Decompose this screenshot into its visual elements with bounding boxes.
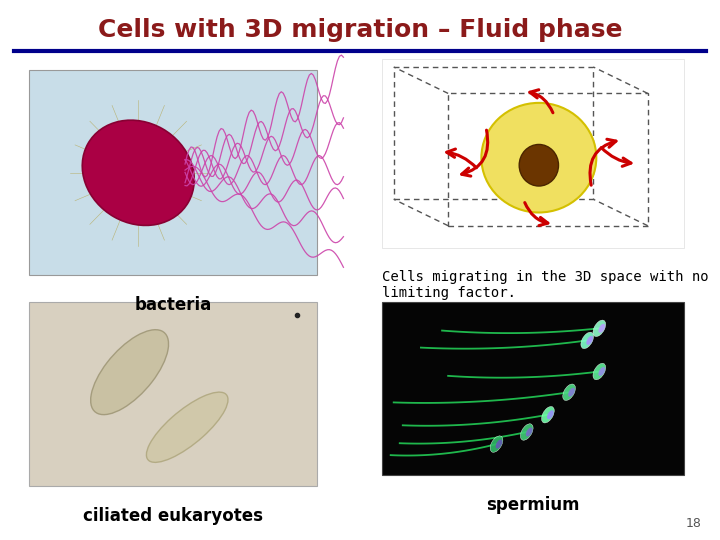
Ellipse shape <box>568 388 575 397</box>
Ellipse shape <box>563 384 575 401</box>
Ellipse shape <box>526 428 533 436</box>
Bar <box>29 302 317 486</box>
Text: ciliated eukaryotes: ciliated eukaryotes <box>83 507 263 524</box>
Ellipse shape <box>541 407 554 423</box>
Text: spermium: spermium <box>486 496 580 514</box>
Ellipse shape <box>495 440 503 449</box>
Text: bacteria: bacteria <box>134 296 212 314</box>
Ellipse shape <box>598 367 605 376</box>
Bar <box>382 59 684 248</box>
Ellipse shape <box>482 103 596 212</box>
Ellipse shape <box>521 424 533 440</box>
Ellipse shape <box>593 363 606 380</box>
Ellipse shape <box>593 320 606 336</box>
Ellipse shape <box>598 324 605 333</box>
Text: Cells migrating in the 3D space with no
limiting factor.: Cells migrating in the 3D space with no … <box>382 270 708 300</box>
Text: Cells with 3D migration – Fluid phase: Cells with 3D migration – Fluid phase <box>98 18 622 42</box>
Ellipse shape <box>581 332 593 349</box>
Ellipse shape <box>519 144 559 186</box>
Text: 18: 18 <box>686 517 702 530</box>
Ellipse shape <box>586 336 593 345</box>
Ellipse shape <box>490 436 503 453</box>
Ellipse shape <box>91 330 168 415</box>
Bar <box>29 70 317 275</box>
Ellipse shape <box>82 120 194 225</box>
Ellipse shape <box>146 392 228 462</box>
Bar <box>382 302 684 475</box>
Ellipse shape <box>547 410 554 419</box>
